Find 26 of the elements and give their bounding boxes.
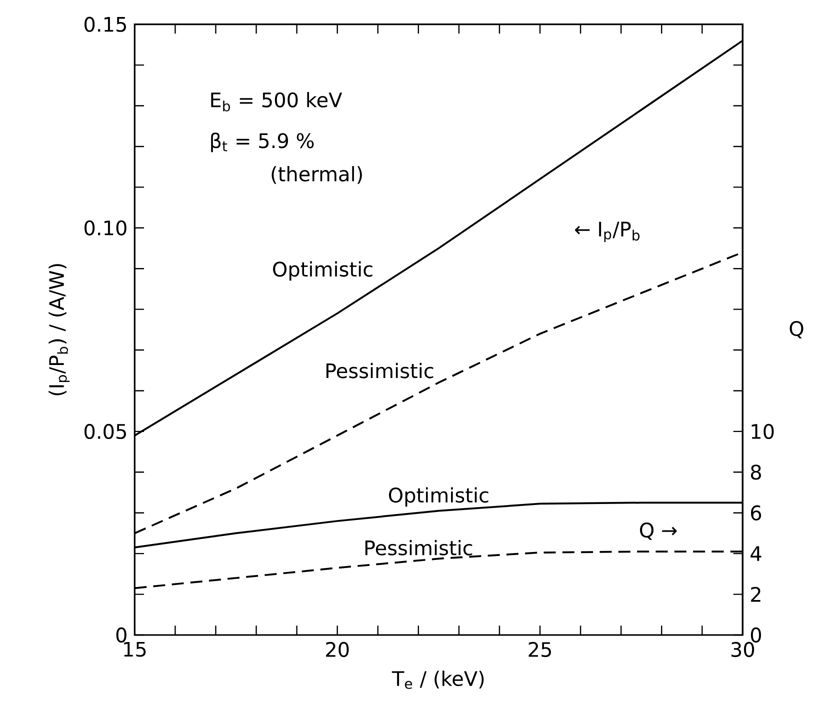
- annotation: Pessimistic: [326, 362, 434, 378]
- annotation: Q →: [640, 522, 677, 540]
- y2-tick-label: 8: [750, 464, 761, 480]
- annotation: β$_{t}$ = 5.9 %: [211, 132, 314, 152]
- x-tick-label: 20: [326, 642, 349, 658]
- y2-tick-label: 6: [751, 505, 762, 520]
- annotation: Pessimistic: [365, 540, 472, 556]
- y2-tick-label: 10: [752, 424, 774, 440]
- annotation: E$_{b}$ = 500 keV: [211, 92, 342, 112]
- y-tick-label: 0.10: [84, 220, 126, 236]
- x-tick-label: 25: [528, 642, 551, 658]
- annotation: Optimistic: [273, 261, 372, 281]
- y-tick-label: 0.15: [84, 16, 126, 32]
- y2-axis-title: Q: [790, 320, 804, 338]
- annotation: ← I$_{p}$/P$_{b}$: [575, 222, 640, 242]
- y-tick-label: 0: [116, 627, 126, 643]
- y2-tick-label: 0: [750, 627, 761, 643]
- annotation: Optimistic: [388, 487, 488, 507]
- x-tick-label: 30: [731, 642, 754, 658]
- y-tick-label: 0.05: [84, 424, 126, 440]
- x-axis-title: T$_{e}$ / (keV): [392, 670, 484, 689]
- y2-tick-label: 4: [750, 546, 762, 561]
- y-axis-title: (I$_{p}$/P$_{b}$) / (A/W): [48, 264, 70, 396]
- annotation: (thermal): [272, 166, 362, 184]
- x-tick-label: 15: [124, 642, 146, 657]
- y2-tick-label: 2: [751, 586, 760, 602]
